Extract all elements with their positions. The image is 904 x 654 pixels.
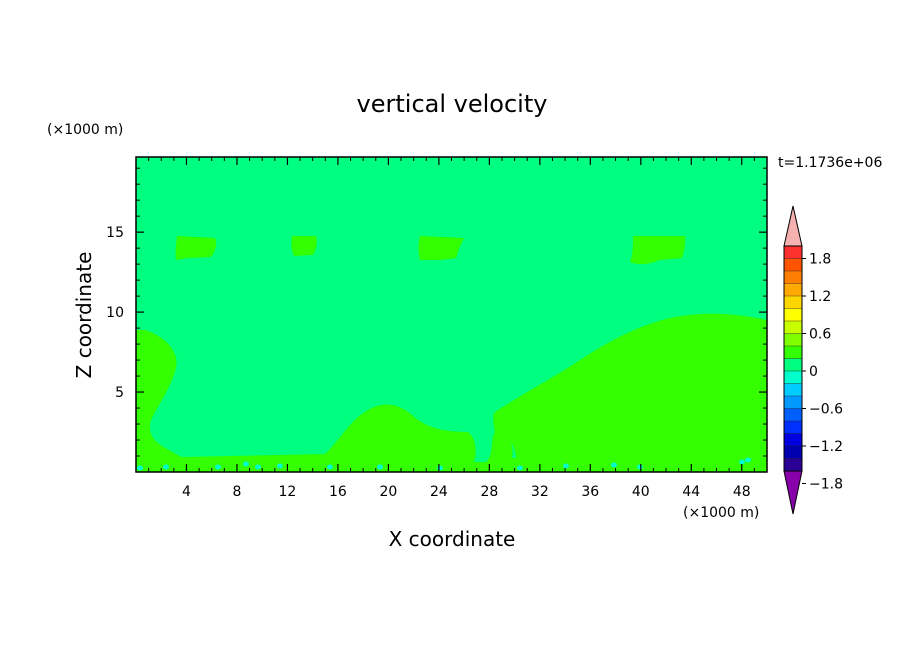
y-tick-label: 15 [106, 225, 124, 241]
colorbar-swatch [783, 283, 803, 297]
x-tick-label: 20 [379, 484, 397, 500]
colorbar-swatch [783, 420, 803, 435]
chart-title: vertical velocity [357, 90, 548, 118]
x-tick-label: 32 [531, 484, 549, 500]
colorbar-swatch [783, 358, 803, 372]
time-label: t=1.1736e+06 [778, 155, 882, 171]
colorbar-swatch [783, 320, 803, 335]
colorbar-swatch [783, 308, 803, 322]
colorbar-tick-label: 0.6 [809, 327, 831, 343]
colorbar-swatch [783, 258, 803, 272]
contour-speck [327, 464, 333, 470]
contour-speck [277, 463, 283, 469]
contour-speck [243, 461, 249, 467]
contour-speck [517, 465, 523, 471]
contour-speck [437, 465, 443, 471]
colorbar-swatch [783, 395, 803, 410]
colorbar: 1.8 1.2 0.6 0 −0.6 −1.2 −1.8 [783, 205, 843, 515]
x-tick-label: 44 [682, 484, 700, 500]
colorbar-under-arrow [783, 470, 803, 515]
x-tick-label: 4 [182, 484, 191, 500]
x-tick-label: 48 [733, 484, 751, 500]
colorbar-swatch [783, 333, 803, 347]
colorbar-swatch [783, 445, 803, 460]
colorbar-swatch [783, 270, 803, 285]
contour-region [418, 236, 464, 260]
colorbar-swatch [783, 295, 803, 310]
y-axis-label: Z coordinate [72, 252, 96, 379]
colorbar-swatch [783, 458, 803, 472]
contour-speck [377, 464, 383, 470]
contour-region [630, 236, 686, 265]
x-tick-label: 12 [279, 484, 297, 500]
x-tick-label: 24 [430, 484, 448, 500]
y-tick-label: 5 [115, 385, 124, 401]
x-tick-label: 28 [480, 484, 498, 500]
contour-region [136, 404, 767, 472]
contour-speck [611, 462, 617, 468]
colorbar-tick-label: −1.8 [809, 477, 843, 493]
contour-speck [163, 464, 169, 470]
contour-speck [137, 465, 143, 471]
contour-speck [637, 464, 643, 470]
contour-region [291, 236, 317, 256]
contour-speck [215, 464, 221, 470]
colorbar-swatch [783, 433, 803, 447]
y-axis-ticks: 5 10 15 [106, 167, 767, 457]
x-axis-label: X coordinate [389, 527, 516, 551]
colorbar-swatch [783, 245, 803, 260]
contour-speck [739, 459, 745, 465]
colorbar-over-arrow [783, 205, 803, 247]
colorbar-tick-label: −0.6 [809, 402, 843, 418]
colorbar-swatch [783, 345, 803, 360]
x-tick-label: 16 [329, 484, 347, 500]
colorbar-swatch [783, 408, 803, 422]
x-axis-unit: (×1000 m) [683, 505, 759, 521]
contour-regions [136, 236, 767, 472]
y-tick-label: 10 [106, 305, 124, 321]
contour-speck [745, 457, 751, 463]
colorbar-tick-label: −1.2 [809, 439, 843, 455]
colorbar-tick-label: 0 [809, 364, 818, 380]
contour-region [495, 313, 767, 472]
colorbar-tick-label: 1.2 [809, 289, 831, 305]
contour-region [136, 330, 210, 472]
colorbar-swatch [783, 383, 803, 397]
contour-speck [255, 464, 261, 470]
colorbar-swatch [783, 370, 803, 385]
colorbar-tick-label: 1.8 [809, 252, 831, 268]
contour-speck [563, 463, 569, 469]
x-tick-label: 40 [632, 484, 650, 500]
contour-region [175, 236, 217, 260]
y-axis-unit: (×1000 m) [47, 122, 123, 138]
plot-area [135, 156, 768, 473]
x-tick-label: 8 [232, 484, 241, 500]
x-axis-ticks: 4 8 12 16 20 24 28 32 36 40 44 48 [148, 157, 755, 500]
x-tick-label: 36 [581, 484, 599, 500]
